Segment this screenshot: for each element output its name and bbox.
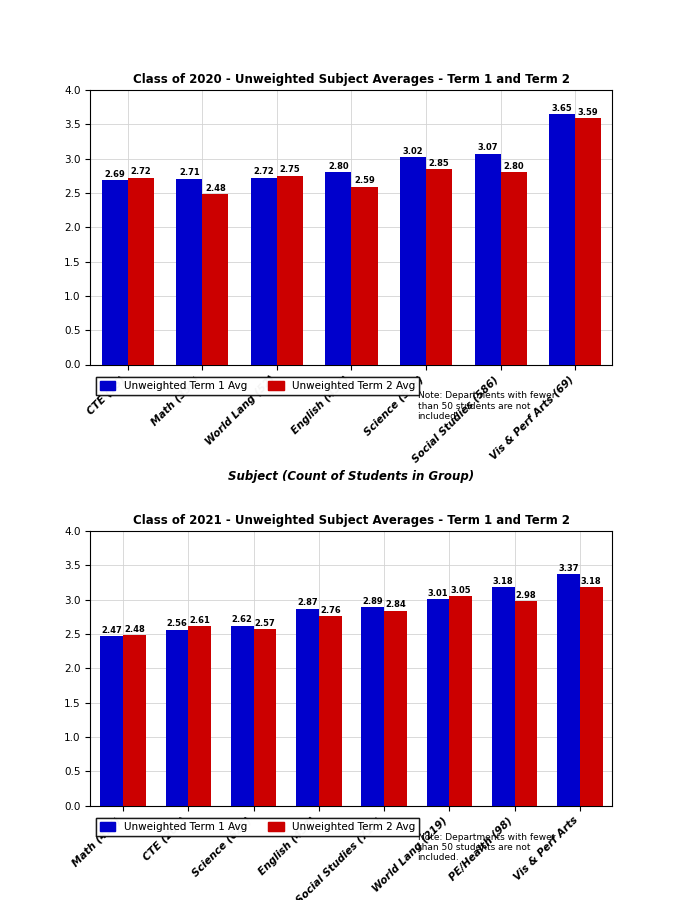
Bar [351,187,378,364]
Bar [203,194,228,364]
Bar [102,180,128,364]
Text: Note: Departments with fewer
than 50 students are not
included.: Note: Departments with fewer than 50 stu… [418,832,555,862]
Bar [251,178,277,364]
Bar [557,574,580,806]
Legend: Unweighted Term 1 Avg, Unweighted Term 2 Avg: Unweighted Term 1 Avg, Unweighted Term 2… [95,818,419,836]
Bar [319,616,342,806]
Text: 2.69: 2.69 [104,169,125,178]
Text: 2.71: 2.71 [179,168,200,177]
Bar [427,598,450,806]
Bar [384,610,407,806]
Bar [296,608,319,806]
Text: 2.48: 2.48 [205,184,226,193]
Text: 2.80: 2.80 [503,162,524,171]
Text: 2.84: 2.84 [385,600,406,609]
Bar [400,158,426,364]
Text: 2.62: 2.62 [232,616,253,625]
Bar [176,178,203,364]
Text: 2.72: 2.72 [130,167,151,176]
Text: 2.56: 2.56 [166,619,187,628]
Text: 2.80: 2.80 [328,162,349,171]
Bar [277,176,303,364]
Text: 3.37: 3.37 [558,564,578,573]
Bar [500,173,527,364]
Bar [450,596,472,806]
Text: 3.07: 3.07 [477,143,498,152]
Text: 3.05: 3.05 [450,586,471,595]
Text: 3.59: 3.59 [578,108,599,117]
Text: 2.57: 2.57 [255,619,276,628]
Bar [123,635,146,806]
Bar [580,588,603,806]
Text: 3.01: 3.01 [427,589,448,598]
Title: Class of 2021 - Unweighted Subject Averages - Term 1 and Term 2: Class of 2021 - Unweighted Subject Avera… [133,514,570,527]
Text: 3.18: 3.18 [493,577,514,586]
Bar [189,626,211,806]
Text: 2.47: 2.47 [102,626,122,634]
Text: 2.85: 2.85 [429,158,450,167]
Text: 3.18: 3.18 [581,577,601,586]
Text: 2.87: 2.87 [297,598,318,608]
Bar [231,626,253,806]
Bar [426,169,452,364]
Text: 2.72: 2.72 [253,167,274,176]
Bar [253,629,276,806]
Bar [128,178,154,364]
Text: 2.59: 2.59 [354,176,375,185]
Title: Class of 2020 - Unweighted Subject Averages - Term 1 and Term 2: Class of 2020 - Unweighted Subject Avera… [133,73,570,86]
Bar [514,601,537,806]
Text: 3.02: 3.02 [403,147,423,156]
Text: 2.61: 2.61 [189,616,210,625]
Legend: Unweighted Term 1 Avg, Unweighted Term 2 Avg: Unweighted Term 1 Avg, Unweighted Term 2… [95,377,419,395]
Bar [361,608,384,806]
Bar [575,118,601,364]
Text: 2.76: 2.76 [320,606,340,615]
Text: 3.65: 3.65 [552,104,573,112]
Text: Note: Departments with fewer
than 50 students are not
included.: Note: Departments with fewer than 50 stu… [418,392,555,421]
Text: 2.98: 2.98 [516,590,537,599]
Bar [325,173,351,364]
X-axis label: Subject (Count of Students in Group): Subject (Count of Students in Group) [228,470,475,482]
Bar [475,154,500,364]
Bar [492,588,514,806]
Text: 2.75: 2.75 [280,166,301,175]
Text: 2.89: 2.89 [363,597,383,606]
Bar [549,114,575,364]
Bar [166,630,189,806]
Text: 2.48: 2.48 [124,625,145,634]
Bar [100,636,123,806]
